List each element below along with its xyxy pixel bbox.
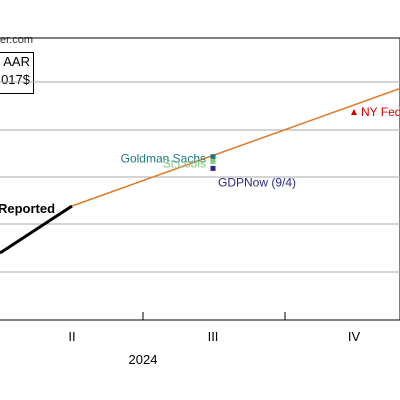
ny-fed-label: NY Fed <box>361 105 400 119</box>
st-louis-marker <box>210 158 216 164</box>
x-ticks: II III IV <box>68 329 360 344</box>
st-louis-label: St.Louis <box>163 156 206 170</box>
x-tick-label-0: II <box>68 329 75 344</box>
goldman-sachs-marker <box>210 154 216 160</box>
projection-series-line <box>71 87 400 207</box>
ny-fed-marker <box>351 109 357 115</box>
x-tick-label-2: IV <box>348 329 361 344</box>
gridlines <box>0 81 400 320</box>
source-watermark: er.com <box>0 34 34 46</box>
series-lines <box>0 87 400 255</box>
units-legend-box: AAR 017$ <box>0 52 34 94</box>
gdpnow-9-4-marker <box>210 165 216 171</box>
gdpnow-9-4-label: GDPNow (9/4) <box>218 175 296 189</box>
reported-label: Reported <box>0 201 55 216</box>
reported-series-line <box>0 204 73 255</box>
units-line-2: 017$ <box>1 72 30 87</box>
plot-frame <box>0 37 400 321</box>
goldman-sachs-label: Goldman Sachs <box>121 152 206 166</box>
x-group-label: 2024 <box>129 352 158 367</box>
x-tick-label-1: III <box>208 329 219 344</box>
units-line-1: AAR <box>3 54 30 69</box>
